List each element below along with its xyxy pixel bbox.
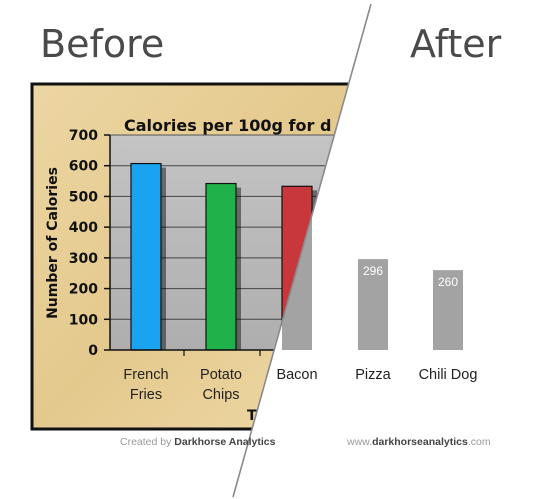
after-bar <box>433 270 463 350</box>
x-axis-label-fragment: T <box>247 408 257 424</box>
category-label-line: Chips <box>202 387 239 403</box>
category-label: Pizza <box>355 367 391 383</box>
y-tick-label: 300 <box>69 251 98 267</box>
credit-before: Created by Darkhorse Analytics <box>120 436 276 448</box>
category-label: French Fries <box>123 367 168 403</box>
before-bar <box>130 162 162 351</box>
y-tick-label: 700 <box>69 128 98 144</box>
y-tick-label: 200 <box>69 282 98 298</box>
after-bar <box>358 259 388 350</box>
before-heading: Before <box>40 22 164 66</box>
y-tick-label: 600 <box>69 159 98 175</box>
category-label-line: French <box>123 367 168 383</box>
after-value-label: 296 <box>363 264 383 278</box>
category-label-line: Fries <box>130 387 162 403</box>
category-label: Chili Dog <box>419 367 478 383</box>
category-label: Potato Chips <box>200 367 242 403</box>
category-label-line: Potato <box>200 367 242 383</box>
after-value-label: 260 <box>438 275 458 289</box>
category-label: Bacon <box>276 367 317 383</box>
y-tick-label: 100 <box>69 312 98 328</box>
category-label-line: Pizza <box>355 367 391 383</box>
split-divider <box>232 3 372 498</box>
y-axis-label: Number of Calories <box>45 167 61 319</box>
before-bar <box>205 182 237 351</box>
y-tick-label: 0 <box>88 343 98 359</box>
y-tick-label: 500 <box>69 189 98 205</box>
after-heading: After <box>410 22 502 66</box>
credit-after: www.darkhorseanalytics.com <box>346 436 491 448</box>
category-label-line: Chili Dog <box>419 367 478 383</box>
y-tick-label: 400 <box>69 220 98 236</box>
category-label-line: Bacon <box>276 367 317 383</box>
chart-title: Calories per 100g for d <box>124 116 331 135</box>
